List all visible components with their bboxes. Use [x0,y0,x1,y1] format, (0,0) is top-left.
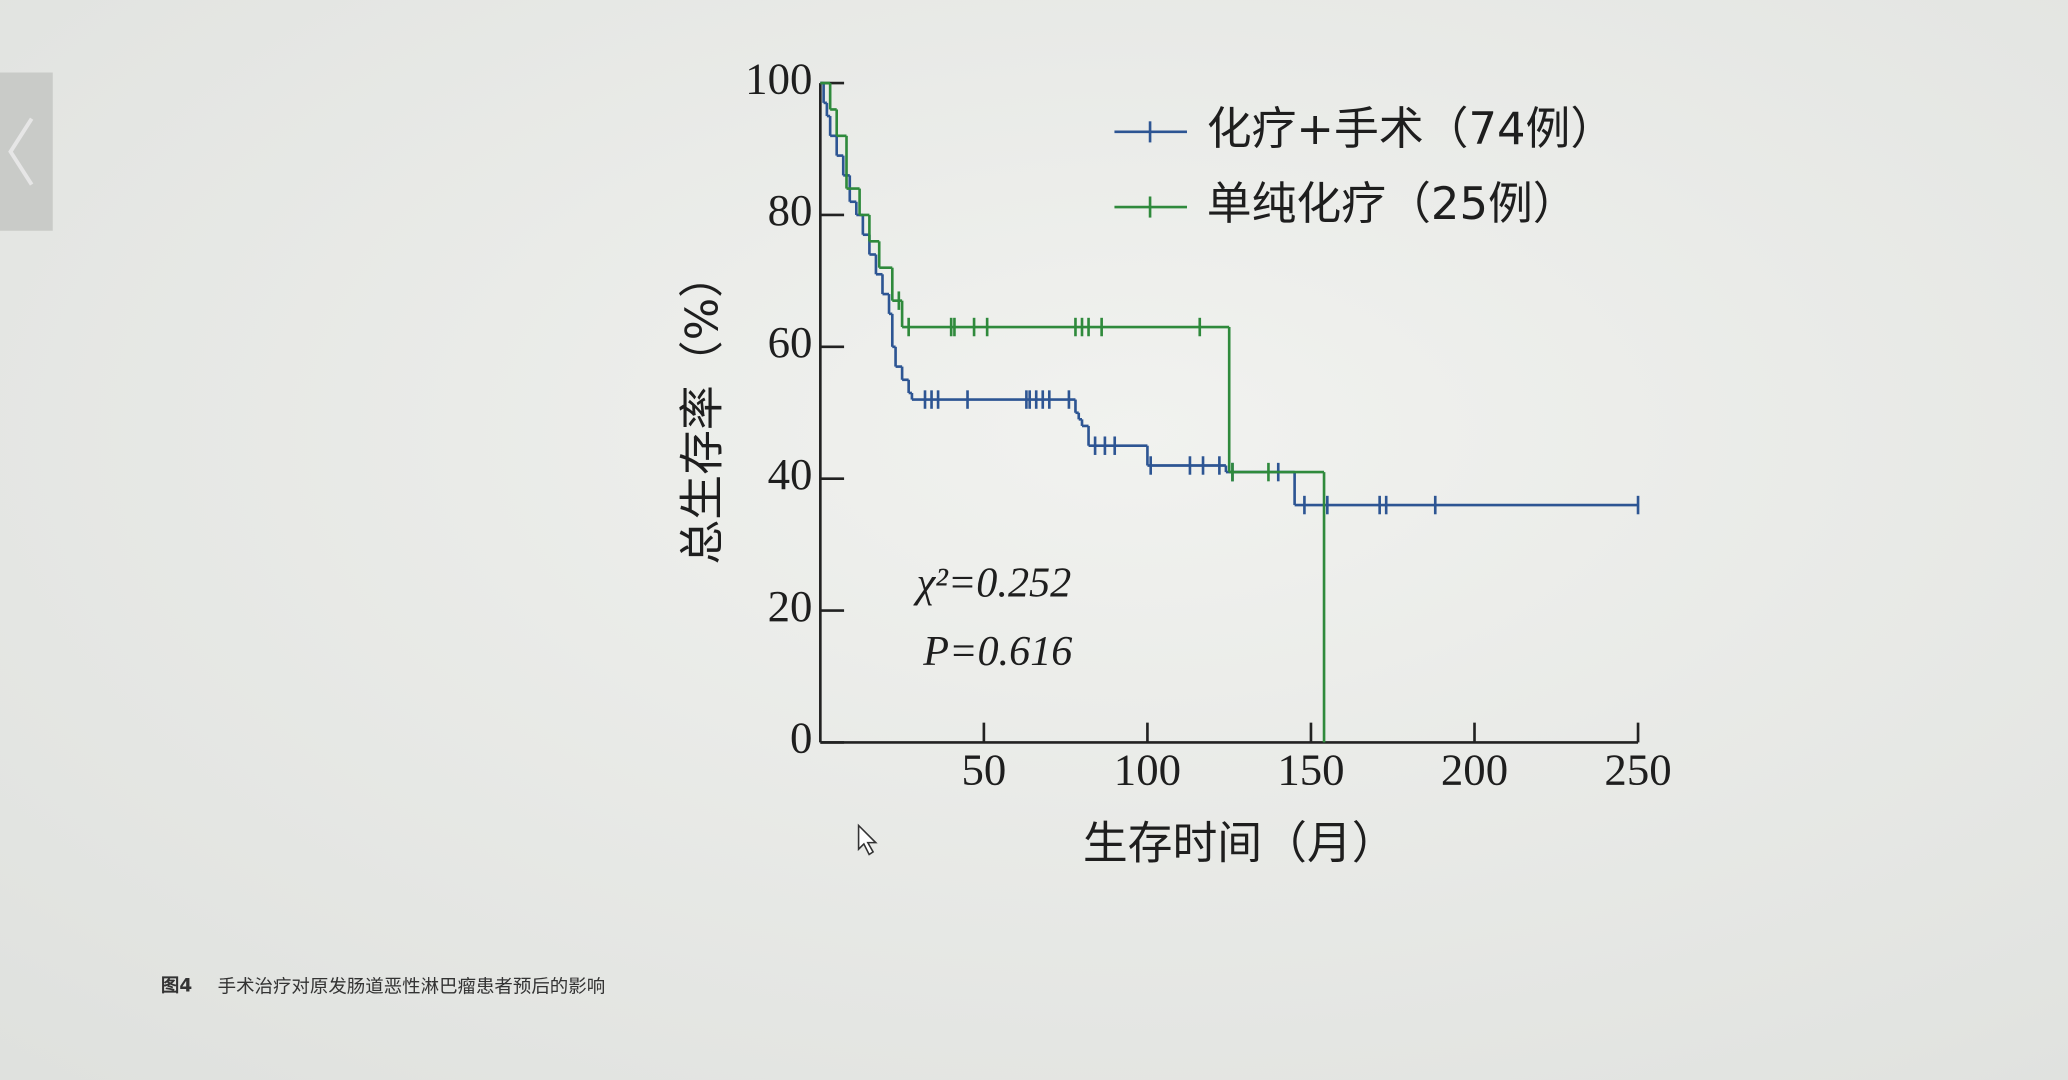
figure-label: 图4 [161,975,192,996]
y-tick-label: 60 [768,317,813,367]
x-tick-label: 250 [1604,744,1671,794]
caption: 手术治疗对原发肠道恶性淋巴瘤患者预后的影响 [218,977,606,998]
y-tick-label: 100 [745,53,812,103]
x-tick-label: 100 [1114,744,1181,794]
annotation: χ²=0.252 [913,560,1072,607]
y-axis-label: 总生存率（%） [676,253,729,565]
x-tick-label: 50 [961,744,1006,794]
x-tick-label: 200 [1441,744,1508,794]
legend-label: 单纯化疗（25例） [1207,177,1578,230]
y-tick-label: 0 [790,713,812,763]
side-tab-arrow [8,117,34,186]
x-axis-label: 生存时间（月） [1083,817,1397,870]
x-tick-label: 150 [1277,744,1344,794]
y-tick-label: 20 [768,581,813,631]
side-tab[interactable] [0,72,53,231]
y-tick-label: 80 [768,185,813,235]
y-tick-label: 40 [768,449,813,499]
legend-label: 化疗+手术（74例） [1207,102,1615,155]
annotation: P=0.616 [922,628,1072,675]
mouse-cursor [857,823,878,856]
